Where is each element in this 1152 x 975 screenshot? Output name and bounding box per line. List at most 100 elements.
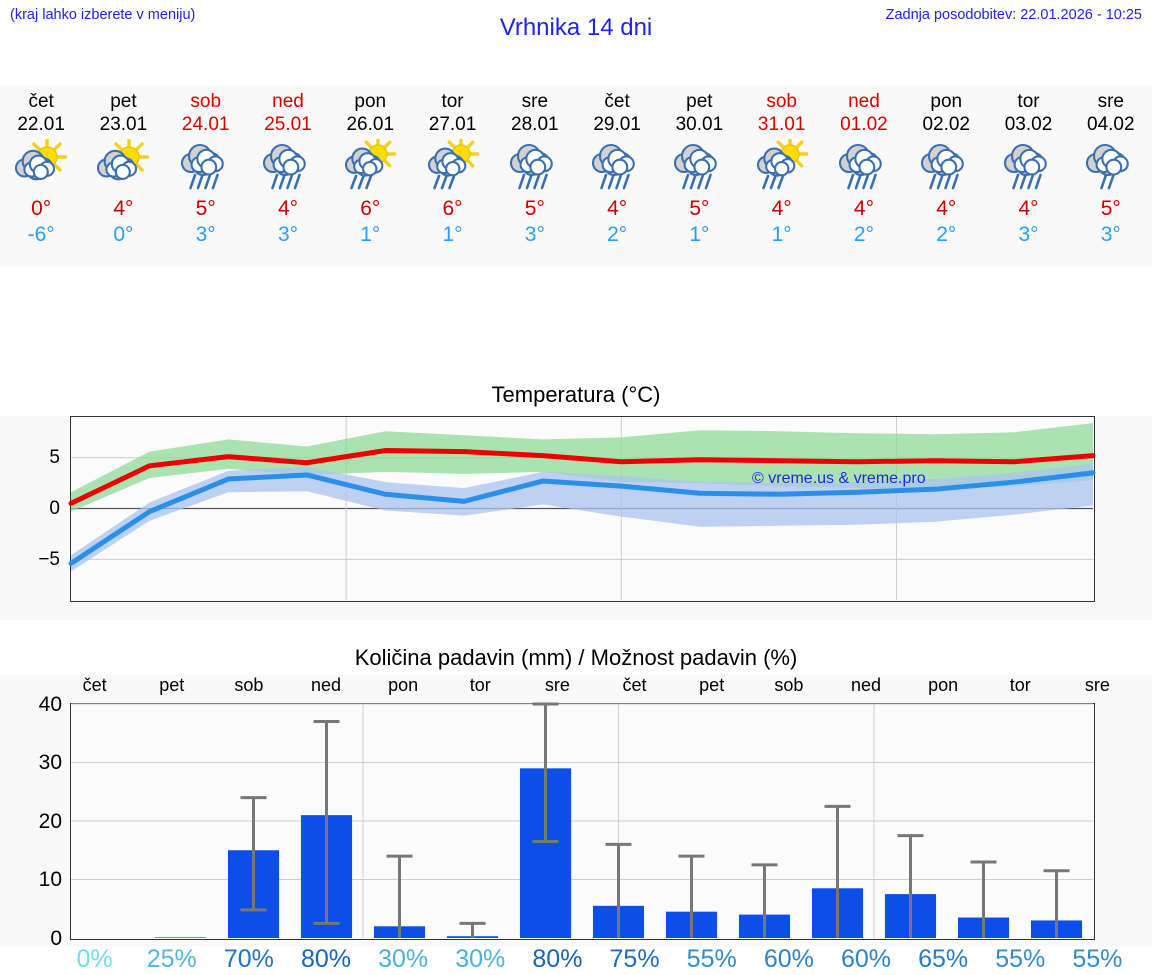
temperature-y-tick: −5 [38,548,60,570]
day-column[interactable]: pon 26.01 6° 1° [329,86,411,267]
day-column[interactable]: ned 01.02 4° 2° [823,86,905,267]
day-min-temp: 3° [277,223,299,246]
day-date: 27.01 [428,114,477,135]
precipitation-day-label: tor [1009,675,1031,695]
day-date: 29.01 [593,114,641,135]
day-min-temp: 3° [1100,223,1121,246]
precipitation-day-label: sob [774,675,804,695]
precipitation-plot-area [70,702,1095,940]
page-title: Vrhnika 14 dni [499,14,653,41]
day-column[interactable]: sob 31.01 4° 1° [741,86,823,267]
day-name: pon [354,91,387,112]
precipitation-y-tick: 30 [38,751,62,774]
day-max-temp: 4° [277,197,299,220]
temperature-y-tick: 5 [49,447,60,469]
day-max-temp: 4° [113,197,134,220]
day-min-temp: 1° [689,223,710,246]
day-date: 28.01 [511,114,559,135]
cloud-rain-icon-light [1079,139,1143,195]
day-min-temp: 2° [607,223,628,246]
day-max-temp: 4° [607,197,628,220]
precipitation-day-label: pet [159,675,185,695]
day-name: sob [766,91,797,112]
sun-cloud-icon [91,139,155,195]
precipitation-probability-label: 30% [455,945,506,973]
day-column[interactable]: sob 24.01 5° 3° [165,86,247,267]
precipitation-probability-label: 80% [300,945,352,973]
precipitation-day-label: tor [469,675,491,695]
cloud-rain-icon [914,139,978,195]
precipitation-day-label: ned [850,675,881,695]
sun-cloud-rain-icon [421,139,485,195]
day-max-temp: 5° [195,197,216,220]
day-min-temp: -6° [27,223,55,246]
precipitation-day-label: sre [544,675,570,695]
day-name: pon [930,91,963,112]
day-column[interactable]: sre 04.02 5° 3° [1070,86,1152,267]
day-column[interactable]: čet 22.01 0° -6° [0,86,82,267]
day-column[interactable]: tor 03.02 4° 3° [987,86,1069,267]
day-column[interactable]: ned 25.01 4° 3° [247,86,329,267]
precipitation-day-label: pon [928,675,959,695]
precipitation-day-label: ned [310,675,342,695]
precipitation-probability-label: 55% [1072,945,1123,973]
cloud-rain-icon [585,139,649,195]
day-max-temp: 0° [31,197,52,220]
day-date: 23.01 [99,114,148,135]
precipitation-y-tick: 40 [38,692,62,716]
day-min-temp: 1° [360,223,381,246]
sun-cloud-rain-icon [338,139,402,195]
day-max-temp: 4° [771,197,792,220]
day-column[interactable]: sre 28.01 5° 3° [494,86,576,267]
precipitation-probability-label: 55% [686,945,737,973]
day-name: tor [441,91,464,112]
sun-cloud-icon [9,139,73,195]
day-date: 26.01 [346,114,395,135]
precipitation-bars-svg [71,702,1093,938]
day-max-temp: 5° [689,197,710,220]
day-date: 01.02 [840,114,888,135]
day-name: čet [604,91,630,112]
precipitation-day-label: sob [234,675,264,695]
precipitation-probability-label: 75% [609,945,660,973]
precipitation-probability-label: 80% [532,945,583,973]
day-max-temp: 6° [442,197,463,220]
precipitation-probability-label: 25% [146,945,197,973]
day-name: pet [110,91,137,112]
day-column[interactable]: pet 30.01 5° 1° [658,86,740,267]
cloud-rain-icon [256,139,320,195]
temperature-chart-title: Temperatura (°C) [491,382,661,407]
last-update-label: Zadnja posodobitev: 22.01.2026 - 10:25 [885,7,1142,23]
temperature-chart-panel: Temperatura (°C) 5 0 −5 © vreme.us & vreme… [0,382,1152,620]
day-name: ned [272,91,304,112]
precipitation-probability-row: 0% 25% 70% 80% 30% 30% 80% 75% 55% 60% 60% 65% 55% 55… [56,945,1136,975]
day-min-temp: 1° [442,223,463,246]
temperature-y-axis: 5 0 −5 [0,416,70,602]
day-max-temp: 5° [1100,197,1121,220]
day-column[interactable]: čet 29.01 4° 2° [576,86,658,267]
day-min-temp: 2° [853,223,874,246]
day-name: tor [1017,91,1040,112]
day-name: sre [521,91,549,112]
day-date: 03.02 [1004,114,1053,135]
copyright-label: © vreme.us & vreme.pro [752,470,926,487]
precipitation-probability-label: 60% [840,945,891,973]
precipitation-y-tick: 0 [50,926,62,950]
precipitation-probability-label: 65% [918,945,969,973]
day-date: 25.01 [264,114,312,135]
cloud-rain-icon [832,139,896,195]
day-column[interactable]: pon 02.02 4° 2° [905,86,987,267]
precipitation-probability-label: 30% [378,945,429,973]
page-header: (kraj lahko izberete v meniju) Vrhnika 1… [0,0,1152,41]
precipitation-probability-label: 0% [76,945,113,973]
day-date: 04.02 [1087,114,1135,135]
temperature-series-svg [68,417,1096,600]
precipitation-chart-panel: Količina padavin (mm) / Možnost padavin … [0,645,1152,975]
day-column[interactable]: tor 27.01 6° 1° [411,86,493,267]
day-max-temp: 4° [936,197,957,220]
precipitation-y-tick: 10 [38,868,62,891]
day-min-temp: 3° [524,223,545,246]
day-column[interactable]: pet 23.01 4° 0° [82,86,164,267]
temperature-plot-area [68,416,1096,602]
